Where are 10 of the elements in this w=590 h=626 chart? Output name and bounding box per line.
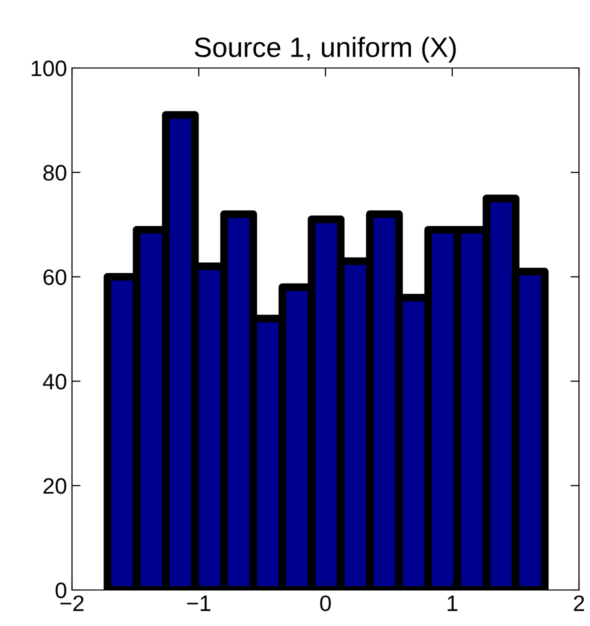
y-tick-label: 100	[32, 60, 66, 76]
y-tick-label: 60	[44, 269, 66, 286]
y-tick-label: 40	[42, 374, 66, 390]
y-tick-label: 80	[43, 164, 66, 181]
x-tick-label: 1	[448, 596, 458, 611]
chart-title: Source 1, uniform (X)	[194, 36, 456, 63]
x-tick-label: 0	[320, 595, 331, 612]
x-tick-label: 2	[574, 595, 584, 611]
y-tick-label: 20	[44, 478, 66, 494]
x-tick-label: −1	[187, 596, 210, 611]
